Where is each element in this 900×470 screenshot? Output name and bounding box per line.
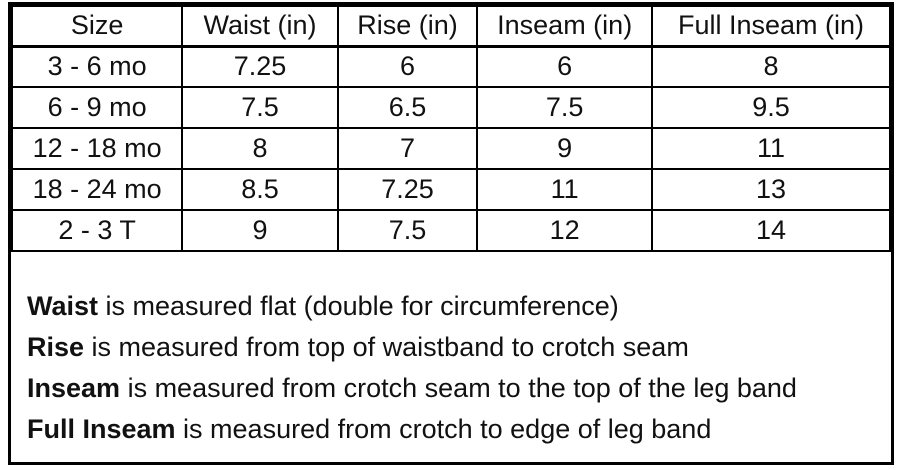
- table-header-row: Size Waist (in) Rise (in) Inseam (in) Fu…: [10, 5, 891, 48]
- column-header-full-inseam: Full Inseam (in): [651, 5, 891, 48]
- size-cell: 12 - 18 mo: [10, 127, 184, 170]
- column-header-rise: Rise (in): [336, 5, 479, 48]
- inseam-cell: 12: [476, 209, 654, 252]
- note-full-inseam: Full Inseam is measured from crotch to e…: [27, 409, 881, 450]
- waist-cell: 8: [181, 127, 339, 170]
- waist-cell: 9: [181, 209, 339, 252]
- table-row: 6 - 9 mo 7.5 6.5 7.5 9.5: [10, 86, 891, 129]
- table-row: 3 - 6 mo 7.25 6 6 8: [10, 45, 891, 88]
- inseam-cell: 9: [476, 127, 654, 170]
- full-inseam-cell: 11: [651, 127, 891, 170]
- note-text: is measured from crotch to edge of leg b…: [175, 414, 712, 444]
- table-row: 12 - 18 mo 8 7 9 11: [10, 127, 891, 170]
- inseam-cell: 11: [476, 168, 654, 211]
- column-header-size: Size: [10, 5, 184, 48]
- note-rise: Rise is measured from top of waistband t…: [27, 327, 881, 368]
- note-term: Full Inseam: [27, 414, 176, 444]
- size-cell: 6 - 9 mo: [10, 86, 184, 129]
- inseam-cell: 7.5: [476, 86, 654, 129]
- size-table: Size Waist (in) Rise (in) Inseam (in) Fu…: [10, 5, 891, 252]
- table-row: 18 - 24 mo 8.5 7.25 11 13: [10, 168, 891, 211]
- note-term: Rise: [27, 332, 85, 362]
- note-text: is measured from crotch seam to the top …: [120, 373, 797, 403]
- full-inseam-cell: 9.5: [651, 86, 891, 129]
- table-row: 2 - 3 T 9 7.5 12 14: [10, 209, 891, 252]
- inseam-cell: 6: [476, 45, 654, 88]
- note-text: is measured from top of waistband to cro…: [84, 332, 689, 362]
- waist-cell: 7.5: [181, 86, 339, 129]
- rise-cell: 7.25: [336, 168, 479, 211]
- full-inseam-cell: 13: [651, 168, 891, 211]
- measurement-notes: Waist is measured flat (double for circu…: [11, 252, 891, 450]
- waist-cell: 7.25: [181, 45, 339, 88]
- rise-cell: 7.5: [336, 209, 479, 252]
- waist-cell: 8.5: [181, 168, 339, 211]
- note-text: is measured flat (double for circumferen…: [98, 291, 619, 321]
- note-term: Waist: [27, 291, 99, 321]
- size-cell: 2 - 3 T: [10, 209, 184, 252]
- full-inseam-cell: 14: [651, 209, 891, 252]
- size-cell: 3 - 6 mo: [10, 45, 184, 88]
- size-cell: 18 - 24 mo: [10, 168, 184, 211]
- size-chart-box: Size Waist (in) Rise (in) Inseam (in) Fu…: [8, 2, 894, 465]
- column-header-inseam: Inseam (in): [476, 5, 654, 48]
- rise-cell: 7: [336, 127, 479, 170]
- rise-cell: 6: [336, 45, 479, 88]
- note-inseam: Inseam is measured from crotch seam to t…: [27, 368, 881, 409]
- note-term: Inseam: [27, 373, 121, 403]
- full-inseam-cell: 8: [651, 45, 891, 88]
- rise-cell: 6.5: [336, 86, 479, 129]
- column-header-waist: Waist (in): [181, 5, 339, 48]
- note-waist: Waist is measured flat (double for circu…: [27, 286, 881, 327]
